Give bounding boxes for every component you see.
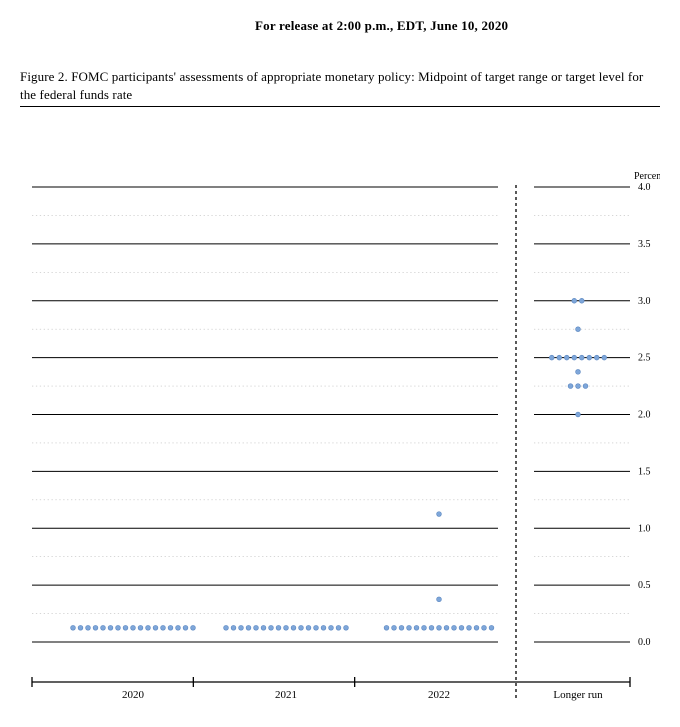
projection-dot	[564, 355, 569, 360]
projection-dot	[329, 625, 334, 630]
projection-dot	[572, 355, 577, 360]
projection-dot	[489, 625, 494, 630]
projection-dot	[78, 625, 83, 630]
projection-dot	[437, 512, 442, 517]
projection-dot	[123, 625, 128, 630]
projection-dot	[146, 625, 151, 630]
projection-dot	[344, 625, 349, 630]
y-tick-label: 2.5	[638, 353, 651, 364]
projection-dot	[176, 625, 181, 630]
projection-dot	[321, 625, 326, 630]
projection-dot	[392, 625, 397, 630]
release-line: For release at 2:00 p.m., EDT, June 10, …	[20, 18, 660, 34]
y-tick-label: 0.0	[638, 637, 651, 648]
y-tick-label: 3.5	[638, 239, 651, 250]
projection-dot	[407, 625, 412, 630]
projection-dot	[474, 625, 479, 630]
projection-dot	[108, 625, 113, 630]
y-tick-label: 1.5	[638, 466, 651, 477]
projection-dot	[579, 355, 584, 360]
y-tick-label: 4.0	[638, 182, 651, 193]
x-category-label: 2022	[428, 689, 450, 701]
projection-dot	[467, 625, 472, 630]
caption-rule	[20, 106, 660, 107]
projection-dot	[93, 625, 98, 630]
projection-dot	[572, 298, 577, 303]
projection-dot	[444, 625, 449, 630]
projection-dot	[549, 355, 554, 360]
projection-dot	[384, 625, 389, 630]
caption-text: FOMC participants' assessments of approp…	[20, 69, 643, 102]
projection-dot	[131, 625, 136, 630]
x-category-label: 2020	[122, 689, 145, 701]
projection-dot	[183, 625, 188, 630]
y-tick-label: 0.5	[638, 580, 651, 591]
projection-dot	[437, 625, 442, 630]
caption-prefix: Figure 2.	[20, 69, 68, 84]
y-tick-label: 1.0	[638, 523, 651, 534]
projection-dot	[116, 625, 121, 630]
y-axis-label: Percent	[634, 171, 660, 182]
x-category-label: Longer run	[553, 689, 603, 701]
projection-dot	[414, 625, 419, 630]
x-category-label: 2021	[275, 689, 297, 701]
projection-dot	[579, 298, 584, 303]
y-tick-label: 3.0	[638, 296, 651, 307]
projection-dot	[583, 384, 588, 389]
projection-dot	[568, 384, 573, 389]
projection-dot	[224, 625, 229, 630]
projection-dot	[168, 625, 173, 630]
projection-dot	[231, 625, 236, 630]
projection-dot	[399, 625, 404, 630]
projection-dot	[594, 355, 599, 360]
projection-dot	[246, 625, 251, 630]
figure-caption: Figure 2. FOMC participants' assessments…	[20, 68, 660, 103]
projection-dot	[191, 625, 196, 630]
projection-dot	[254, 625, 259, 630]
projection-dot	[291, 625, 296, 630]
projection-dot	[71, 625, 76, 630]
projection-dot	[138, 625, 143, 630]
projection-dot	[587, 355, 592, 360]
projection-dot	[576, 327, 581, 332]
projection-dot	[576, 412, 581, 417]
projection-dot	[429, 625, 434, 630]
projection-dot	[239, 625, 244, 630]
projection-dot	[336, 625, 341, 630]
chart-canvas: 0.0 0.5 1.0 1.5 2.0 2.5 3.0 3.5 4.0Percent 2020 20…	[20, 167, 660, 727]
projection-dot	[284, 625, 289, 630]
projection-dot	[306, 625, 311, 630]
projection-dot	[86, 625, 91, 630]
projection-dot	[576, 384, 581, 389]
projection-dot	[482, 625, 487, 630]
y-tick-label: 2.0	[638, 410, 651, 421]
projection-dot	[422, 625, 427, 630]
projection-dot	[153, 625, 158, 630]
projection-dot	[576, 370, 581, 375]
projection-dot	[452, 625, 457, 630]
projection-dot	[269, 625, 274, 630]
projection-dot	[437, 597, 442, 602]
projection-dot	[101, 625, 106, 630]
projection-dot	[459, 625, 464, 630]
projection-dot	[557, 355, 562, 360]
projection-dot	[602, 355, 607, 360]
projection-dot	[261, 625, 266, 630]
projection-dot	[161, 625, 166, 630]
projection-dot	[276, 625, 281, 630]
dot-plot-chart: 0.0 0.5 1.0 1.5 2.0 2.5 3.0 3.5 4.0Percent 2020 20…	[20, 167, 660, 727]
projection-dot	[299, 625, 304, 630]
projection-dot	[314, 625, 319, 630]
